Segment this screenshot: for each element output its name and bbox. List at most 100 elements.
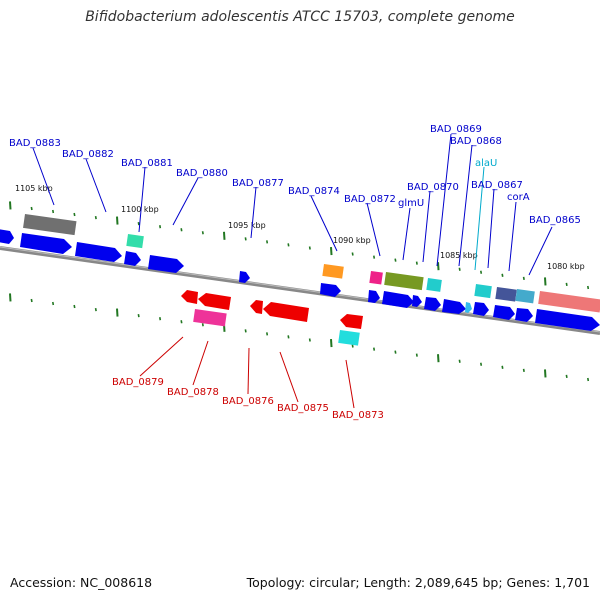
gene-arrow-fwd[interactable] [473,302,489,316]
tick-mark [544,277,547,286]
tick-mark [287,335,290,339]
gene-label-BAD_0872[interactable]: BAD_0872 [344,194,396,205]
gene-label-BAD_0875[interactable]: BAD_0875 [277,403,329,414]
gene-arrow-fwd[interactable] [124,251,141,266]
gene-labels-upper: BAD_0883 BAD_0882 BAD_0881 BAD_0880 BAD_… [9,124,581,226]
gene-label-BAD_0873[interactable]: BAD_0873 [332,410,384,421]
tick-mark [501,365,504,369]
gene-label-corA[interactable]: corA [507,192,530,203]
tick-mark [330,338,333,348]
feature-boxes-upper [23,214,600,313]
gene-label-alaU[interactable]: alaU [475,158,497,169]
tick-mark [9,293,12,302]
feature-box-corA-a[interactable] [495,287,517,302]
gene-label-BAD_0879[interactable]: BAD_0879 [112,377,164,388]
tick-mark [266,332,269,336]
feature-box-glmU[interactable] [384,272,424,291]
gene-label-BAD_0867[interactable]: BAD_0867 [471,180,523,191]
tick-mark [159,225,162,229]
tick-mark [287,243,290,247]
tick-mark [116,216,119,225]
gene-arrow-fwd[interactable] [320,283,341,297]
gene-label-BAD_0878[interactable]: BAD_0878 [167,387,219,398]
tick-mark [308,246,311,250]
gene-arrow-fwd[interactable] [535,309,600,331]
gene-arrow-fwd[interactable] [493,305,515,320]
tick-mark [201,323,204,327]
scale-label-1100: 1100 kbp [121,205,159,214]
gene-label-BAD_0876[interactable]: BAD_0876 [222,396,274,407]
tick-mark [587,377,590,382]
gene-arrow-fwd[interactable] [0,229,14,244]
gene-arrow-fwd[interactable] [368,290,380,303]
gene-arrow-fwd[interactable] [148,255,184,273]
tick-mark [373,255,376,259]
feature-box-0872[interactable] [369,270,383,285]
gene-label-BAD_0868[interactable]: BAD_0868 [450,136,502,147]
gene-arrow-rev[interactable] [198,293,231,310]
feature-box-0883[interactable] [23,214,77,236]
tick-mark [351,344,354,348]
gene-label-BAD_0880[interactable]: BAD_0880 [176,168,228,179]
gene-label-BAD_0883[interactable]: BAD_0883 [9,138,61,149]
feature-box-0865[interactable] [538,291,600,313]
tick-mark [94,307,97,312]
tick-mark [201,231,204,235]
tick-mark [458,359,461,363]
gene-label-BAD_0881[interactable]: BAD_0881 [121,158,173,169]
gene-arrow-rna[interactable] [465,302,472,313]
gene-arrow-fwd[interactable] [239,271,250,283]
gene-arrow-fwd[interactable] [20,233,72,254]
tick-mark [501,273,504,277]
tick-mark [351,252,354,256]
tick-mark [458,267,461,271]
tick-mark [437,262,440,271]
tick-mark [9,201,12,210]
gene-label-BAD_0870[interactable]: BAD_0870 [407,182,459,193]
gene-arrow-fwd[interactable] [515,308,533,322]
gene-label-BAD_0865[interactable]: BAD_0865 [529,215,581,226]
feature-box-0867[interactable] [474,283,492,299]
tick-mark [330,246,333,256]
tick-mark [73,212,76,217]
gene-arrow-rev[interactable] [263,302,309,322]
label-leaders-upper [32,133,553,276]
gene-arrow-fwd[interactable] [442,299,466,314]
gene-arrow-fwd[interactable] [382,291,414,308]
feature-box-0881[interactable] [126,234,144,249]
tick-mark [244,329,247,333]
gene-arrow-fwd[interactable] [75,242,122,262]
gene-label-BAD_0874[interactable]: BAD_0874 [288,186,340,197]
tick-mark [587,285,590,290]
tick-mark [565,374,568,379]
gene-label-BAD_0869[interactable]: BAD_0869 [430,124,482,135]
gene-arrow-fwd[interactable] [424,297,441,311]
tick-mark [137,222,140,226]
gene-labels-lower: BAD_0879 BAD_0878 BAD_0876 BAD_0875 BAD_… [112,377,384,421]
tick-mark [137,314,140,318]
gene-arrow-rev[interactable] [340,314,363,329]
tick-mark [394,258,397,262]
genome-summary-text: Topology: circular; Length: 2,089,645 bp… [246,575,590,590]
tick-mark [180,228,183,232]
feature-box-0874[interactable] [322,264,344,279]
scale-label-1095: 1095 kbp [228,221,266,230]
tick-mark [30,206,33,211]
feature-box-0873[interactable] [338,330,360,346]
tick-mark [415,261,418,265]
gene-label-BAD_0882[interactable]: BAD_0882 [62,149,114,160]
gene-arrow-fwd[interactable] [412,295,422,307]
tick-mark [94,215,97,220]
gene-arrow-rev[interactable] [250,300,263,314]
tick-mark [522,368,525,372]
scale-label-1085: 1085 kbp [440,251,478,260]
tick-mark [480,270,483,274]
feature-box-0870[interactable] [426,278,442,292]
gene-label-BAD_0877[interactable]: BAD_0877 [232,178,284,189]
gene-arrow-rev[interactable] [181,290,198,304]
feature-box-corA-b[interactable] [515,289,535,304]
gene-label-glmU[interactable]: glmU [398,198,424,209]
feature-box-0878[interactable] [193,308,227,327]
tick-mark [522,276,525,280]
